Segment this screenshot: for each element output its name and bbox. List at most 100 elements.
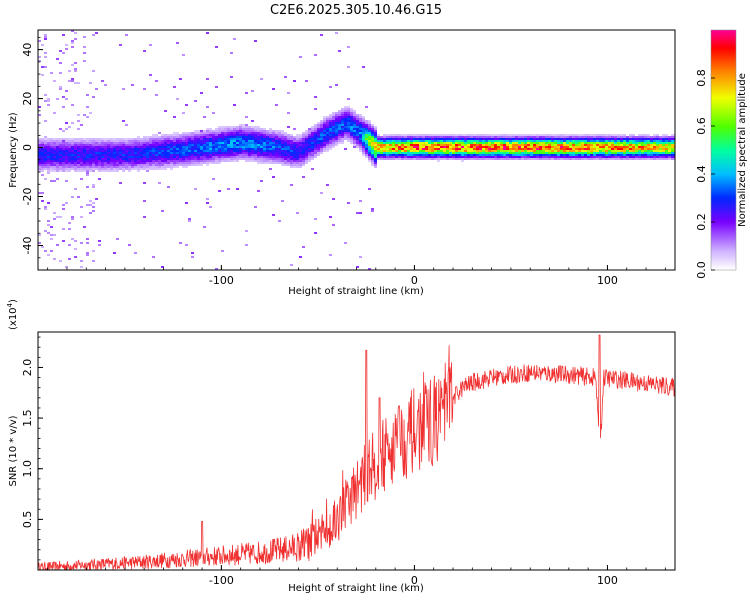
spectrogram-cell bbox=[194, 164, 197, 166]
spectrogram-cell bbox=[191, 144, 194, 146]
spectrogram-cell bbox=[155, 136, 158, 138]
spectrogram-cell bbox=[53, 148, 56, 150]
spectrogram-cell bbox=[182, 154, 185, 156]
spectrogram-cell bbox=[155, 142, 158, 144]
spectrogram-cell bbox=[107, 138, 110, 140]
spectrogram-cell bbox=[239, 130, 242, 132]
spectrogram-cell bbox=[53, 168, 56, 170]
spectrogram-cell bbox=[122, 154, 125, 156]
spectrogram-cell bbox=[41, 162, 44, 164]
spectrogram-cell bbox=[167, 138, 170, 140]
spectrogram-cell bbox=[524, 150, 527, 152]
spectrogram-cell bbox=[272, 138, 275, 140]
spectrogram-cell bbox=[44, 154, 47, 156]
spectrogram-cell bbox=[446, 138, 449, 140]
spectrogram-cell bbox=[665, 138, 668, 140]
spectrogram-cell bbox=[167, 156, 170, 158]
spectrogram-cell bbox=[125, 160, 128, 162]
spectrogram-cell bbox=[350, 124, 353, 126]
colorbar-tick-label: 0.8 bbox=[695, 69, 708, 87]
spectrogram-cell bbox=[56, 58, 59, 60]
spectrogram-cell bbox=[89, 154, 92, 156]
spectrogram-cell bbox=[614, 156, 617, 158]
spectrogram-cell bbox=[269, 158, 272, 160]
spectrogram-cell bbox=[203, 162, 206, 164]
spectrogram-cell bbox=[647, 152, 650, 154]
colorbar-step bbox=[711, 136, 736, 139]
spectrogram-cell bbox=[338, 118, 341, 120]
spectrogram-cell bbox=[41, 148, 44, 150]
spectrogram-cell bbox=[65, 48, 68, 50]
spectrogram-cell bbox=[380, 140, 383, 142]
spectrogram-cell bbox=[296, 140, 299, 142]
spectrogram-cell bbox=[257, 158, 260, 160]
spectrogram-cell bbox=[671, 134, 674, 136]
spectrogram-cell bbox=[119, 146, 122, 148]
spectrogram-cell bbox=[623, 150, 626, 152]
spectrogram-cell bbox=[260, 130, 263, 132]
spectrogram-cell bbox=[593, 156, 596, 158]
spectrogram-cell bbox=[404, 144, 407, 146]
spectrogram-cell bbox=[305, 134, 308, 136]
spectrogram-cell bbox=[617, 150, 620, 152]
spectrogram-cell bbox=[236, 154, 239, 156]
spectrogram-cell bbox=[506, 150, 509, 152]
spectrogram-cell bbox=[476, 146, 479, 148]
spectrogram-cell bbox=[368, 152, 371, 154]
snr-x-tick-label: 100 bbox=[597, 574, 618, 587]
spectrogram-cell bbox=[197, 154, 200, 156]
spectrogram-cell bbox=[161, 138, 164, 140]
spectrogram-cell bbox=[326, 130, 329, 132]
spectrogram-cell bbox=[506, 134, 509, 136]
spectrogram-cell bbox=[377, 142, 380, 144]
spectrogram-cell bbox=[341, 126, 344, 128]
spectrogram-cell bbox=[74, 140, 77, 142]
spectrogram-cell bbox=[68, 80, 71, 82]
spectrogram-cell bbox=[287, 152, 290, 154]
spectrogram-cell bbox=[647, 138, 650, 140]
spectrogram-cell bbox=[320, 130, 323, 132]
spectrogram-cell bbox=[392, 154, 395, 156]
spectrogram-cell bbox=[464, 146, 467, 148]
spectrogram-cell bbox=[644, 154, 647, 156]
spectrogram-cell bbox=[239, 140, 242, 142]
spectrogram-cell bbox=[434, 134, 437, 136]
spectrogram-cell bbox=[386, 142, 389, 144]
spectrogram-cell bbox=[101, 138, 104, 140]
spectrogram-cell bbox=[83, 154, 86, 156]
colorbar-step bbox=[711, 150, 736, 153]
spectrogram-cell bbox=[602, 156, 605, 158]
spectrogram-cell bbox=[251, 130, 254, 132]
spectrogram-cell bbox=[257, 126, 260, 128]
spectrogram-cell bbox=[248, 152, 251, 154]
spectrogram-cell bbox=[608, 152, 611, 154]
spectrogram-cell bbox=[497, 148, 500, 150]
spectrogram-cell bbox=[671, 158, 674, 160]
spectrogram-cell bbox=[74, 188, 77, 190]
spectrogram-cell bbox=[455, 158, 458, 160]
spectrogram-cell bbox=[71, 196, 74, 198]
spectrogram-cell bbox=[668, 152, 671, 154]
spectrogram-cell bbox=[194, 158, 197, 160]
colorbar-tick-label: 0.2 bbox=[695, 213, 708, 231]
spectrogram-cell bbox=[251, 142, 254, 144]
spectrogram-cell bbox=[389, 146, 392, 148]
spectrogram-cell bbox=[71, 160, 74, 162]
spectrogram-cell bbox=[263, 132, 266, 134]
spectrogram-cell bbox=[212, 132, 215, 134]
spectrogram-cell bbox=[215, 132, 218, 134]
spectrogram-cell bbox=[374, 164, 377, 166]
spectrogram-cell bbox=[560, 144, 563, 146]
spectrogram-cell bbox=[191, 148, 194, 150]
spectrogram-cell bbox=[374, 150, 377, 152]
spectrogram-cell bbox=[518, 158, 521, 160]
spectrogram-cell bbox=[617, 158, 620, 160]
spectrogram-cell bbox=[131, 162, 134, 164]
spectrogram-cell bbox=[308, 160, 311, 162]
spectrogram-cell bbox=[242, 136, 245, 138]
spectrogram-cell bbox=[101, 164, 104, 166]
spectrogram-cell bbox=[341, 122, 344, 124]
spectrogram-cell bbox=[287, 142, 290, 144]
spectrogram-cell bbox=[413, 150, 416, 152]
spectrogram-cell bbox=[305, 142, 308, 144]
